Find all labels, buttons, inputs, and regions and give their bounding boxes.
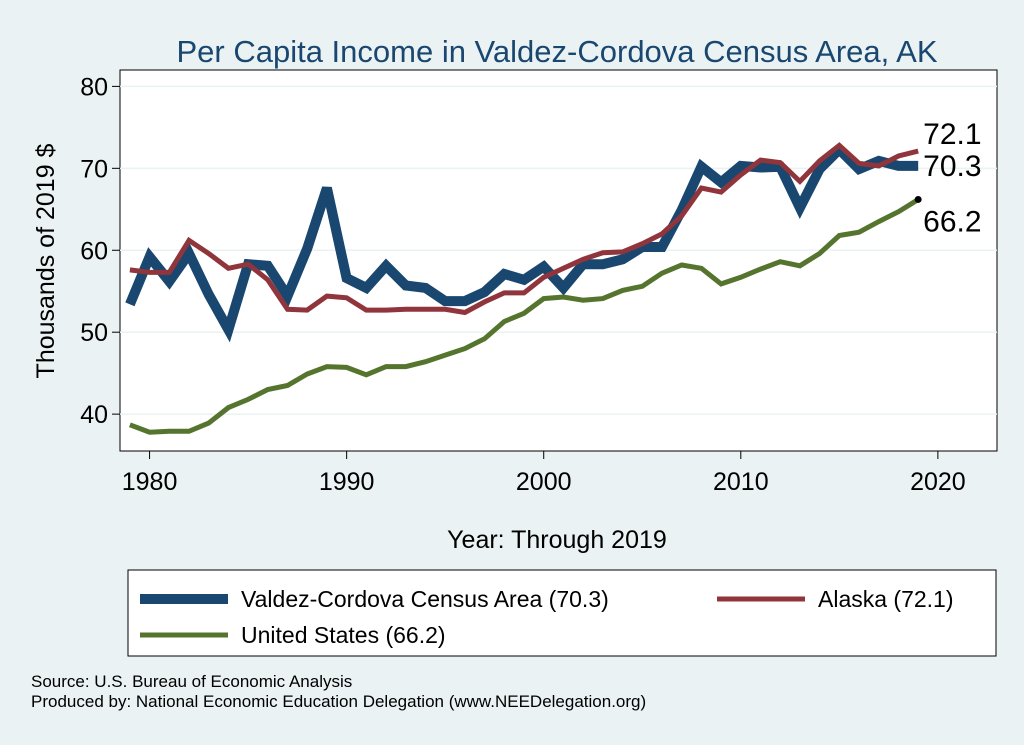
y-tick-label: 40: [80, 401, 108, 429]
source-note: Source: U.S. Bureau of Economic Analysis: [31, 672, 352, 691]
x-tick-label: 2020: [910, 468, 966, 496]
chart-title: Per Capita Income in Valdez-Cordova Cens…: [176, 34, 937, 69]
y-tick-label: 50: [80, 319, 108, 347]
x-tick-label: 2000: [516, 468, 572, 496]
y-tick-label: 60: [80, 237, 108, 265]
x-axis-title: Year: Through 2019: [447, 526, 667, 554]
gridlines: [120, 85, 997, 415]
end-point-dot: [914, 195, 922, 203]
y-axis-title: Thousands of 2019 $: [32, 143, 60, 378]
end-label: 70.3: [923, 150, 981, 183]
legend-label: Alaska (72.1): [818, 586, 954, 612]
x-tick-label: 1990: [319, 468, 375, 496]
end-label: 72.1: [923, 118, 981, 151]
legend-label: Valdez-Cordova Census Area (70.3): [241, 586, 609, 612]
series-lines: [125, 142, 920, 435]
end-labels: 70.372.1 66.2: [914, 118, 982, 238]
axes: 40 50 60 70 80 1980 1990 2000 2010 2020: [80, 73, 966, 496]
end-label: 66.2: [923, 205, 981, 238]
series-line-2: [129, 197, 920, 435]
y-tick-label: 80: [80, 73, 108, 101]
plot-area: [119, 69, 998, 452]
legend-box: [127, 569, 997, 657]
y-tick-label: 70: [80, 155, 108, 183]
series-line-1: [129, 142, 919, 316]
x-tick-label: 1980: [122, 468, 178, 496]
legend-label: United States (66.2): [241, 622, 446, 648]
series-line-0: [125, 142, 919, 343]
produced-note: Produced by: National Economic Education…: [31, 692, 646, 711]
legend: Valdez-Cordova Census Area (70.3) Alaska …: [127, 569, 997, 657]
x-tick-label: 2010: [713, 468, 769, 496]
